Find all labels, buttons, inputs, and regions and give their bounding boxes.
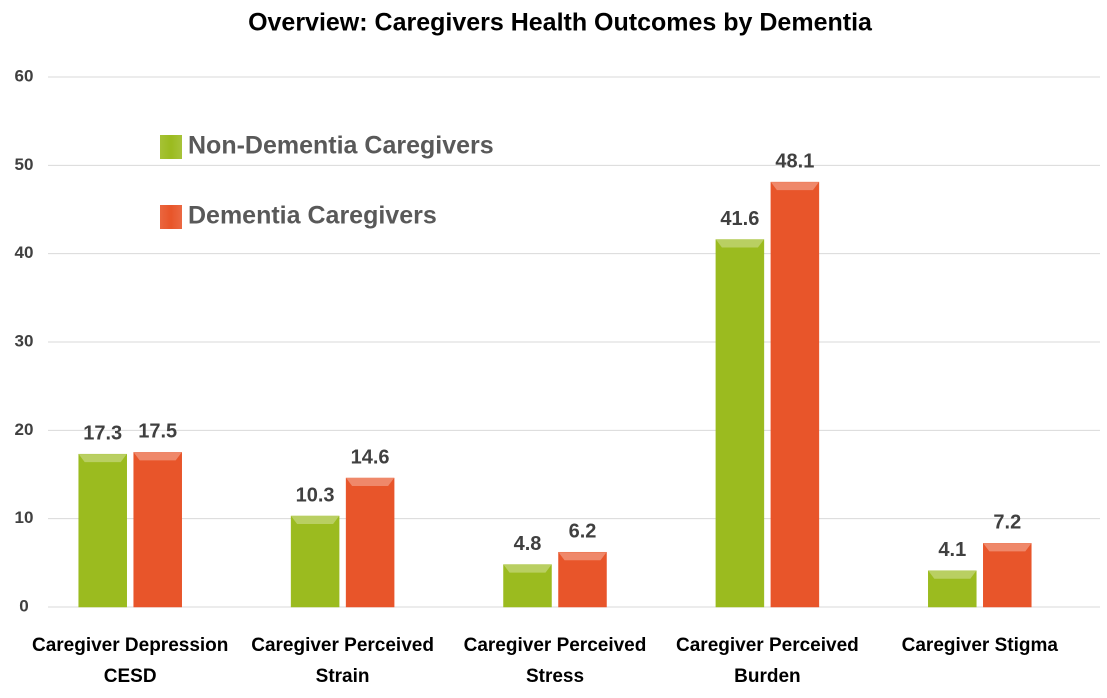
value-label: 48.1 (775, 150, 814, 172)
bar (503, 564, 552, 608)
x-tick-label: Caregiver Stigma (901, 635, 1058, 656)
bar-cap (78, 454, 127, 463)
x-tick-label: Caregiver Depression CESD (31, 635, 229, 687)
bar (983, 543, 1032, 608)
legend-marker-base (160, 135, 182, 159)
bar (133, 452, 182, 608)
legend-label: Dementia Caregivers (188, 202, 437, 230)
value-label: 17.3 (83, 422, 122, 444)
legend-label: Non-Dementia Caregivers (188, 132, 494, 160)
y-tick-label: 10 (15, 508, 34, 527)
bar (715, 239, 765, 608)
bar-cap (558, 552, 607, 561)
bar (558, 551, 607, 608)
bar (770, 181, 820, 608)
chart-title: Overview: Caregivers Health Outcomes by … (248, 9, 873, 37)
bar-cap (503, 564, 552, 573)
bar-cap (928, 570, 977, 579)
y-tick-label: 30 (15, 331, 34, 350)
bar-cap (983, 543, 1032, 552)
y-tick-label: 0 (19, 596, 28, 615)
value-label: 41.6 (720, 208, 759, 230)
x-tick-label: Caregiver Perceived Strain (251, 635, 434, 687)
value-label: 7.2 (993, 512, 1021, 534)
value-label: 17.5 (138, 421, 177, 443)
bar-cap (770, 182, 819, 191)
value-label: 4.8 (514, 533, 542, 555)
value-label: 4.1 (938, 539, 966, 561)
legend-marker-base (160, 205, 182, 229)
bar-cap (133, 452, 182, 461)
y-tick-label: 40 (15, 243, 34, 262)
y-tick-label: 60 (15, 66, 34, 85)
bar (290, 515, 340, 608)
value-label: 10.3 (296, 484, 335, 506)
bar-cap (715, 239, 764, 248)
value-label: 14.6 (351, 446, 390, 468)
y-tick-label: 50 (15, 155, 34, 174)
bar (78, 453, 127, 608)
x-tick-label: Caregiver Perceived Stress (463, 635, 647, 687)
value-label: 6.2 (569, 521, 597, 543)
x-tick-label: Caregiver Perceived Burden (676, 635, 859, 687)
bar (928, 570, 977, 608)
y-tick-label: 20 (15, 420, 34, 439)
bar (345, 477, 395, 608)
bar-cap (291, 516, 340, 525)
bar-cap (346, 478, 395, 487)
